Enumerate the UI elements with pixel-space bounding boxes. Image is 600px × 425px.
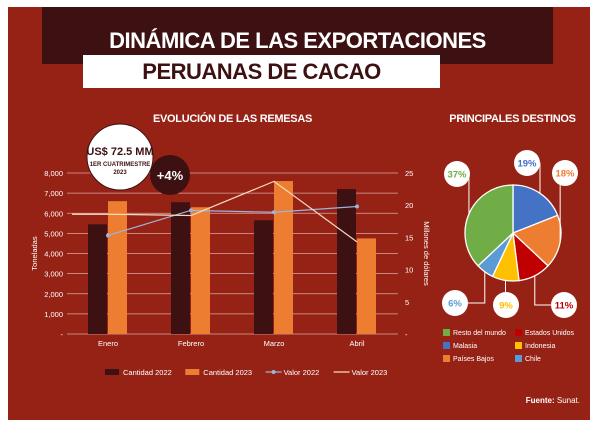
pie-label-bubble <box>514 150 540 176</box>
y-tick-label: 7,000 <box>44 189 63 198</box>
growth-value: +4% <box>157 168 184 183</box>
source-value: Sunat. <box>554 396 580 405</box>
y2-tick-label: 25 <box>405 169 413 178</box>
legend-swatch <box>515 329 522 336</box>
source-label: Fuente: <box>525 396 555 405</box>
y2-tick-label: 20 <box>405 201 413 210</box>
legend-swatch <box>515 355 522 362</box>
page-title: DINÁMICA DE LAS EXPORTACIONES <box>109 28 486 53</box>
legend-swatch <box>443 342 450 349</box>
point-valor-2022 <box>355 204 359 209</box>
pie-label-bubble <box>493 292 519 318</box>
line-valor-2023 <box>72 180 358 243</box>
pie-label-bubble <box>444 161 470 187</box>
total-bubble <box>86 123 154 191</box>
legend-label: Malasia <box>453 343 477 350</box>
legend-label: Valor 2022 <box>284 368 320 377</box>
y-tick-label: 1,000 <box>44 310 63 319</box>
y2-tick-label: 5 <box>405 298 409 307</box>
legend-label: Valor 2023 <box>352 368 388 377</box>
y-axis-label: Toneladas <box>30 236 39 270</box>
page-subtitle: PERUANAS DE CACAO <box>83 55 440 88</box>
legend-swatch <box>443 355 450 362</box>
pie-slice-malasia <box>512 184 559 234</box>
y2-tick-label: - <box>405 330 408 339</box>
bar-cantidad-2022 <box>171 202 190 334</box>
source-note: Fuente: Sunat. <box>526 396 580 405</box>
pie-label-bubble <box>551 292 577 318</box>
point-valor-2022 <box>272 210 276 215</box>
pie-label-bubble <box>442 290 468 316</box>
legend-label: Resto del mundo <box>453 330 506 337</box>
x-tick-label: Febrero <box>178 339 204 348</box>
y2-tick-label: 10 <box>405 266 413 275</box>
y-tick-label: 3,000 <box>44 270 63 279</box>
point-valor-2022 <box>106 233 110 238</box>
pie-chart-title: PRINCIPALES DESTINOS <box>449 113 576 125</box>
pie-label: 9% <box>499 301 513 312</box>
y-tick-label: 6,000 <box>44 209 63 218</box>
legend-label: Cantidad 2023 <box>203 368 252 377</box>
bar-cantidad-2023 <box>357 238 376 334</box>
point-valor-2022 <box>189 208 193 213</box>
legend-swatch <box>443 329 450 336</box>
bar-cantidad-2023 <box>274 181 293 334</box>
bar-cantidad-2022 <box>337 189 356 334</box>
legend-label: Países Bajos <box>453 356 494 363</box>
legend-label: Cantidad 2022 <box>123 368 172 377</box>
pie-label: 37% <box>447 170 467 181</box>
total-year: 2023 <box>113 170 127 176</box>
legend-swatch <box>185 369 200 375</box>
pie-label: 11% <box>555 301 574 312</box>
total-amount: US$ 72.5 MM <box>86 146 153 158</box>
pie-label: 19% <box>517 159 537 170</box>
bar-cantidad-2022 <box>254 220 273 334</box>
legend-label: Chile <box>525 356 541 363</box>
pie-label: 6% <box>448 299 462 310</box>
legend-swatch <box>105 369 119 375</box>
bar-cantidad-2023 <box>191 207 210 334</box>
y-tick-label: - <box>61 330 64 339</box>
pie-label: 18% <box>555 169 575 180</box>
x-tick-label: Abril <box>349 339 364 348</box>
total-period: 1ER CUATRIMESTRE <box>90 162 151 168</box>
line-valor-2022 <box>107 205 358 237</box>
y2-axis-label: Millones de dólares <box>422 221 431 286</box>
y-tick-label: 2,000 <box>44 290 63 299</box>
legend-label: Estados Unidos <box>525 330 575 337</box>
y-tick-label: 4,000 <box>44 250 63 259</box>
bar-cantidad-2023 <box>108 201 127 334</box>
legend-swatch <box>515 342 522 349</box>
x-tick-label: Enero <box>98 339 118 348</box>
growth-bubble <box>150 155 190 195</box>
pie-label-bubble <box>552 160 578 186</box>
legend-label: Indonesia <box>525 343 555 350</box>
x-tick-label: Marzo <box>264 339 285 348</box>
legend-marker <box>271 370 276 374</box>
y-tick-label: 8,000 <box>44 169 63 178</box>
bar-chart-title: EVOLUCIÓN DE LAS REMESAS <box>152 113 313 125</box>
bar-cantidad-2022 <box>88 224 107 334</box>
y-tick-label: 5,000 <box>44 229 63 238</box>
title-band <box>42 7 553 64</box>
y2-tick-label: 15 <box>405 233 413 242</box>
